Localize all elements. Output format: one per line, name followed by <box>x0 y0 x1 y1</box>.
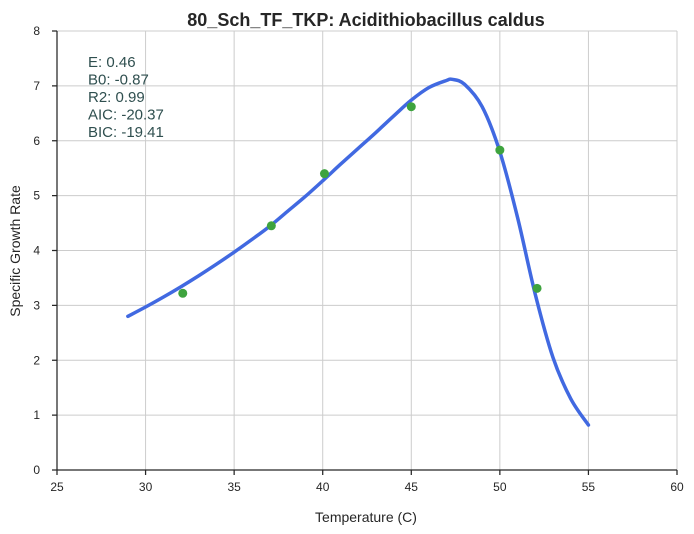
x-tick-label: 50 <box>493 480 507 494</box>
fit-statistic-line: R2: 0.99 <box>88 89 145 106</box>
x-tick-label: 40 <box>316 480 330 494</box>
data-point <box>178 288 188 298</box>
y-tick-label: 3 <box>33 298 40 312</box>
y-axis-label: Specific Growth Rate <box>7 185 23 317</box>
data-point <box>532 283 542 293</box>
y-tick-label: 4 <box>33 244 40 258</box>
x-tick-label: 60 <box>670 480 684 494</box>
y-tick-label: 1 <box>33 408 40 422</box>
data-point <box>266 221 276 231</box>
y-tick-label: 7 <box>33 79 40 93</box>
x-axis-label: Temperature (C) <box>315 509 417 525</box>
x-tick-label: 45 <box>405 480 419 494</box>
x-tick-label: 25 <box>50 480 64 494</box>
x-tick-label: 30 <box>139 480 153 494</box>
fit-statistic-line: B0: -0.87 <box>88 72 149 89</box>
y-tick-label: 5 <box>33 189 40 203</box>
y-tick-label: 0 <box>33 463 40 477</box>
plot-area <box>126 77 591 427</box>
x-tick-label: 35 <box>227 480 241 494</box>
fitted-curve-line <box>126 77 591 427</box>
data-point <box>319 169 329 179</box>
fit-statistic-line: E: 0.46 <box>88 54 136 71</box>
fit-statistic-line: AIC: -20.37 <box>88 107 164 124</box>
y-tick-label: 2 <box>33 353 40 367</box>
y-tick-label: 6 <box>33 134 40 148</box>
data-point <box>495 145 505 155</box>
fit-statistic-line: BIC: -19.41 <box>88 124 164 141</box>
y-tick-label: 8 <box>33 24 40 38</box>
data-point <box>406 102 416 112</box>
grid <box>57 30 678 470</box>
x-tick-label: 55 <box>582 480 596 494</box>
chart-title: 80_Sch_TF_TKP: Acidithiobacillus caldus <box>187 10 544 30</box>
